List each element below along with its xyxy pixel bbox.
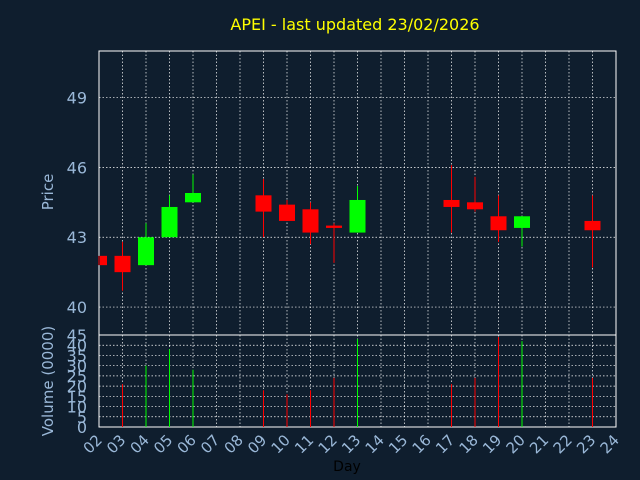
candle-body [584, 220, 601, 231]
x-tick-label: 07 [197, 431, 223, 457]
chart-title: APEI - last updated 23/02/2026 [230, 15, 479, 34]
volume-tick-label: 0 [77, 418, 87, 437]
x-tick-label: 10 [268, 431, 294, 457]
x-tick-label: 13 [338, 431, 364, 457]
candle-body [467, 202, 483, 210]
volume-tick-label: 30 [67, 357, 87, 376]
candle-body [514, 216, 530, 228]
price-tick-label: 40 [67, 298, 87, 317]
x-tick-label: 08 [221, 431, 247, 457]
price-tick-label: 43 [67, 228, 87, 247]
x-tick-label: 09 [244, 431, 270, 457]
candle-body [490, 216, 507, 231]
x-tick-label: 12 [315, 431, 341, 457]
x-tick-label: 19 [479, 431, 505, 457]
candle-03 [114, 241, 131, 291]
candle-05 [161, 195, 178, 238]
candle-body [255, 195, 272, 212]
volume-tick-label: 35 [67, 346, 87, 365]
candle-19 [490, 195, 507, 242]
candle-11 [302, 202, 319, 245]
x-axis-label: Day [333, 459, 361, 475]
price-panel: 40 43 46 49 Price [39, 50, 617, 336]
x-tick-label: 21 [526, 431, 552, 457]
x-tick-label: 16 [409, 431, 435, 457]
volume-tick-label: 15 [67, 387, 87, 406]
candle-body [302, 209, 319, 233]
volume-tick-label: 20 [67, 377, 87, 396]
candle-body [326, 225, 342, 228]
volume-tick-label: 10 [67, 398, 87, 417]
candle-10 [279, 199, 295, 221]
candle-body [279, 204, 295, 221]
candle-23 [584, 195, 601, 268]
candle-18 [467, 176, 483, 212]
x-tick-label: 22 [550, 431, 576, 457]
candle-06 [185, 174, 201, 203]
price-axis-label: Price [39, 174, 57, 211]
candle-02 [98, 255, 107, 266]
x-tick-label: 05 [150, 431, 176, 457]
x-tick-label: 15 [385, 431, 411, 457]
x-tick-label: 04 [127, 431, 153, 457]
volume-tick-label: 40 [67, 336, 87, 355]
candle-09 [255, 179, 272, 238]
x-tick-label: 23 [573, 431, 599, 457]
candle-17 [443, 165, 460, 233]
candle-body [349, 199, 366, 233]
x-tick-label: 18 [456, 431, 482, 457]
candle-body [185, 193, 201, 203]
candle-12 [326, 223, 342, 263]
candle-20 [514, 216, 530, 247]
price-tick-label: 49 [67, 89, 87, 108]
volume-tick-label: 45 [67, 326, 87, 345]
candle-body [443, 199, 460, 207]
x-tick-label: 11 [291, 431, 317, 457]
candle-body [114, 255, 131, 273]
candle-body [161, 206, 178, 238]
x-tick-label: 14 [362, 431, 388, 457]
x-tick-label: 24 [597, 431, 623, 457]
volume-tick-label: 25 [67, 367, 87, 386]
x-tick-label: 20 [503, 431, 529, 457]
volume-tick-label: 5 [77, 408, 87, 427]
price-tick-label: 46 [67, 158, 87, 177]
volume-axis-label: Volume (0000) [39, 326, 57, 436]
x-tick-label: 03 [103, 431, 129, 457]
x-tick-label: 17 [432, 431, 458, 457]
candle-body [138, 237, 154, 266]
candle-13 [349, 186, 366, 233]
candle-body [100, 255, 107, 266]
x-tick-label: 06 [174, 431, 200, 457]
candle-04 [138, 223, 154, 266]
